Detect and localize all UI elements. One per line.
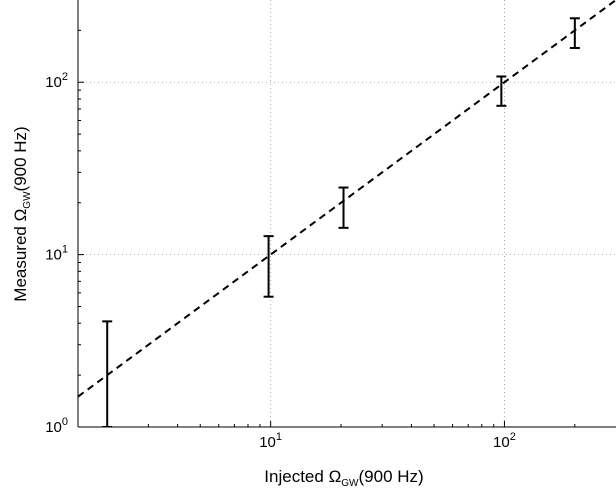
y-tick-label: 102 xyxy=(45,71,68,91)
x-tick-label: 101 xyxy=(259,431,282,451)
data-layer xyxy=(78,0,616,427)
fit-line xyxy=(78,0,616,398)
tick-labels: 101 102 100 101 102 xyxy=(45,71,516,451)
y-tick-label: 101 xyxy=(45,244,68,264)
grid-lines xyxy=(78,0,616,427)
x-axis-title: Injected ΩGW(900 Hz) xyxy=(264,467,423,489)
y-axis-title: Measured ΩGW(900 Hz) xyxy=(11,126,33,301)
plot-area xyxy=(78,0,616,427)
x-tick-label: 102 xyxy=(493,431,516,451)
y-tick-label: 100 xyxy=(45,416,68,436)
